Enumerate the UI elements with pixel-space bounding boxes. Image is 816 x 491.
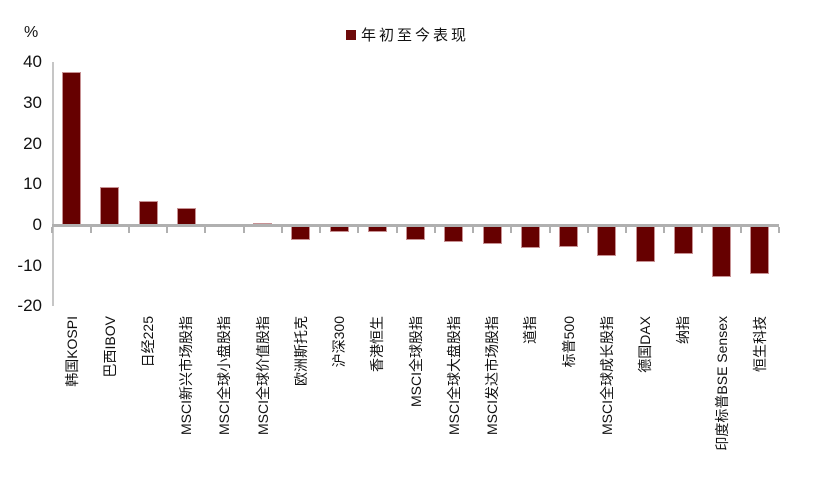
x-axis-category-label: MSCI全球大盘股指	[445, 316, 462, 435]
y-axis-tick-label: 30	[23, 92, 42, 112]
x-axis-category-label: MSCI发达市场股指	[484, 316, 501, 435]
x-axis-category-label: 欧洲斯托克	[292, 316, 309, 386]
y-axis-tick-label: -10	[17, 255, 42, 275]
bar-13	[520, 225, 540, 248]
x-axis-category-label: 印度标普BSE Sensex	[713, 316, 730, 451]
bar-19	[750, 225, 770, 275]
y-axis-tick-label: 0	[32, 215, 42, 234]
x-axis-category-label: MSCI全球股指	[407, 316, 424, 407]
x-axis-tickmark	[433, 226, 436, 233]
x-axis-category-label: 香港恒生	[369, 316, 386, 372]
y-axis-tick-label: 40	[23, 52, 42, 72]
x-axis-tickmark	[548, 226, 551, 233]
x-axis-tickmark	[357, 226, 360, 233]
x-axis-tickmark	[51, 226, 54, 233]
bar-12	[482, 225, 502, 245]
legend: 年初至今表现	[346, 24, 469, 45]
x-axis-category-label: 恒生科技	[751, 316, 768, 372]
x-axis-tickmark	[663, 226, 666, 233]
x-axis-tickmark	[510, 226, 513, 233]
legend-swatch-icon	[346, 29, 356, 40]
x-axis-category-label: 道指	[522, 316, 539, 344]
bar-7	[291, 225, 311, 241]
x-axis-category-label: 巴西IBOV	[101, 316, 118, 378]
bar-15	[597, 225, 617, 256]
x-axis-tickmark	[701, 226, 704, 233]
x-axis-zero-line	[52, 223, 779, 227]
bar-10	[406, 225, 426, 241]
x-axis-category-label: 韩国KOSPI	[63, 316, 80, 387]
x-axis-category-label: MSCI全球小盘股指	[216, 316, 233, 435]
x-axis-category-label: 德国DAX	[637, 316, 654, 373]
x-axis-tickmark	[166, 226, 169, 233]
x-axis-tickmark	[395, 226, 398, 233]
bar-11	[444, 225, 464, 243]
x-axis-tickmark	[586, 226, 589, 233]
bar-18	[712, 225, 732, 278]
x-axis-category-label: 标普500	[560, 316, 577, 368]
legend-label: 年初至今表现	[361, 27, 470, 44]
x-axis-tickmark	[319, 226, 322, 233]
x-axis-category-label: 日经225	[140, 316, 156, 368]
x-axis-tickmark	[280, 226, 283, 233]
x-axis-tickmark	[89, 226, 92, 233]
y-axis-unit-label: %	[24, 24, 39, 41]
x-axis-tickmark	[242, 226, 245, 233]
bar-17	[673, 225, 693, 255]
x-axis-tickmark	[127, 226, 130, 233]
y-axis-tick-label: 10	[23, 174, 42, 194]
x-axis-tickmark	[739, 226, 742, 233]
x-axis-category-label: MSCI全球价值股指	[254, 316, 271, 435]
x-axis-tickmark	[472, 226, 475, 233]
x-axis-tickmark	[777, 226, 780, 233]
x-axis-category-label: 沪深300	[331, 316, 348, 368]
x-axis-tickmark	[204, 226, 207, 233]
y-axis-tick-label: 20	[23, 133, 42, 153]
x-axis-category-label: MSCI新兴市场股指	[178, 316, 195, 435]
y-axis-tick-label: -20	[17, 296, 42, 316]
bar-2	[100, 187, 120, 227]
bar-1	[62, 72, 82, 227]
x-axis-category-label: MSCI全球成长股指	[598, 316, 615, 435]
bar-16	[635, 225, 655, 262]
y-axis-line	[52, 62, 55, 307]
x-axis-tickmark	[625, 226, 627, 233]
bar-14	[559, 225, 579, 247]
x-axis-category-label: 纳指	[675, 316, 692, 344]
